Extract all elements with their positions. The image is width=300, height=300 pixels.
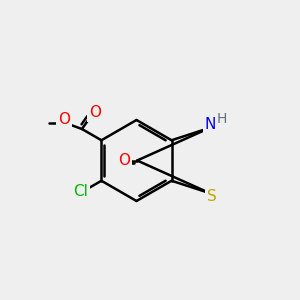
Text: H: H xyxy=(216,112,227,126)
Text: N: N xyxy=(204,117,216,132)
Text: O: O xyxy=(58,112,70,127)
Text: O: O xyxy=(89,105,101,120)
Text: O: O xyxy=(118,153,130,168)
Text: S: S xyxy=(207,189,217,204)
Text: Cl: Cl xyxy=(73,184,88,199)
